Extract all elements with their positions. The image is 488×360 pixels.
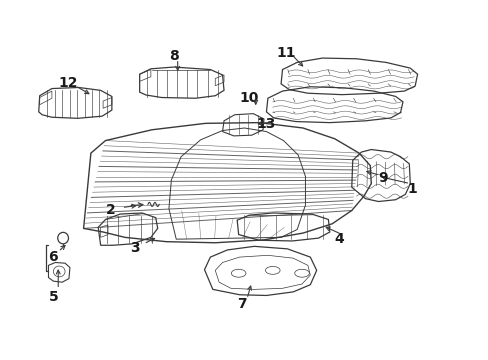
Text: 12: 12: [58, 76, 78, 90]
Text: 8: 8: [168, 49, 178, 63]
Text: 3: 3: [130, 241, 139, 255]
Text: 4: 4: [334, 232, 344, 246]
Text: 11: 11: [276, 46, 295, 60]
Text: 6: 6: [48, 250, 58, 264]
Text: 2: 2: [105, 203, 115, 217]
Text: 9: 9: [378, 171, 387, 185]
Text: 7: 7: [237, 297, 246, 311]
Text: 10: 10: [239, 90, 259, 104]
Text: 1: 1: [407, 182, 417, 196]
Text: 5: 5: [48, 289, 58, 303]
Text: 13: 13: [256, 117, 276, 131]
